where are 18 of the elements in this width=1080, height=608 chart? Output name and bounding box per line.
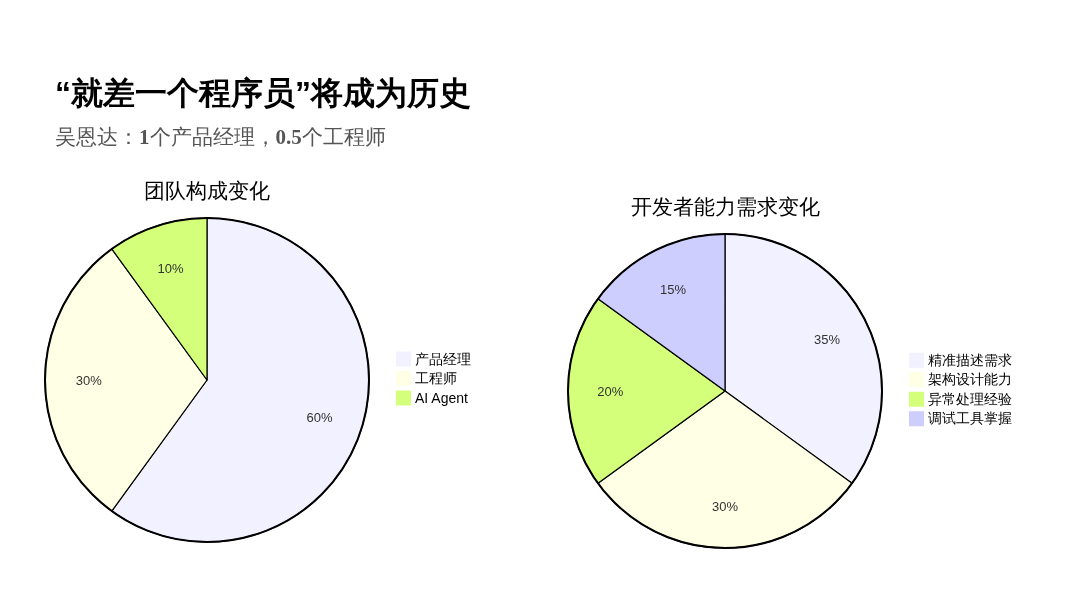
chart-title: 团队构成变化 [144, 179, 270, 202]
legend-label: 异常处理经验 [928, 390, 1012, 407]
data-label: 60% [306, 409, 333, 425]
text: 吴恩达：1个产品经理，0.5个工程师 [55, 125, 386, 149]
data-label: 15% [659, 281, 687, 297]
data-label: 30% [75, 373, 103, 388]
data-label: 35% [814, 331, 841, 347]
slice-label: 产品经理 [415, 350, 471, 367]
legend-label: 工程师 [415, 370, 457, 386]
legend-label: 调试工具掌握 [928, 410, 1012, 427]
data-label: 20% [597, 384, 624, 399]
slice-label: 精准描述需求 [928, 351, 1012, 368]
chart-title: 开发者能力需求变化 [630, 195, 820, 218]
legend-label: 架构设计能力 [928, 371, 1012, 388]
legend-label: AI Agent [415, 389, 469, 406]
data-label: 10% [157, 260, 184, 276]
text: “就差一个程序员”将成为历史 [55, 75, 471, 111]
data-label: 30% [711, 498, 739, 514]
